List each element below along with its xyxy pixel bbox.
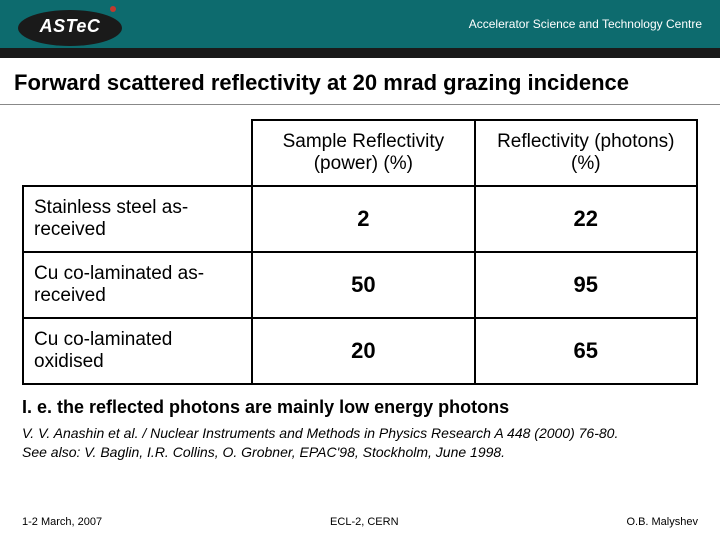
- row-photons: 65: [475, 318, 697, 384]
- reflectivity-table: Sample Reflectivity (power) (%) Reflecti…: [22, 119, 698, 385]
- header-tagline: Accelerator Science and Technology Centr…: [469, 17, 702, 31]
- col-photons: Reflectivity (photons) (%): [475, 120, 697, 186]
- row-power: 20: [252, 318, 474, 384]
- col-power: Sample Reflectivity (power) (%): [252, 120, 474, 186]
- row-photons: 22: [475, 186, 697, 252]
- logo: ASTeC: [18, 4, 122, 52]
- row-power: 50: [252, 252, 474, 318]
- footer: 1-2 March, 2007 ECL-2, CERN O.B. Malyshe…: [0, 516, 720, 528]
- row-power: 2: [252, 186, 474, 252]
- table-row: Stainless steel as-received 2 22: [23, 186, 697, 252]
- row-label: Stainless steel as-received: [23, 186, 252, 252]
- row-label: Cu co-laminated oxidised: [23, 318, 252, 384]
- footer-date: 1-2 March, 2007: [22, 516, 102, 528]
- logo-text: ASTeC: [18, 10, 122, 46]
- row-photons: 95: [475, 252, 697, 318]
- reference-line: V. V. Anashin et al. / Nuclear Instrumen…: [22, 424, 698, 443]
- page-title: Forward scattered reflectivity at 20 mra…: [0, 58, 720, 105]
- table-row: Cu co-laminated as-received 50 95: [23, 252, 697, 318]
- data-table-wrap: Sample Reflectivity (power) (%) Reflecti…: [0, 105, 720, 391]
- col-blank: [23, 120, 252, 186]
- table-row: Cu co-laminated oxidised 20 65: [23, 318, 697, 384]
- table-header-row: Sample Reflectivity (power) (%) Reflecti…: [23, 120, 697, 186]
- row-label: Cu co-laminated as-received: [23, 252, 252, 318]
- footer-author: O.B. Malyshev: [626, 516, 698, 528]
- logo-dot-icon: [110, 6, 116, 12]
- reference-line: See also: V. Baglin, I.R. Collins, O. Gr…: [22, 443, 698, 462]
- summary-note: I. e. the reflected photons are mainly l…: [0, 391, 720, 422]
- footer-venue: ECL-2, CERN: [330, 516, 398, 528]
- references: V. V. Anashin et al. / Nuclear Instrumen…: [0, 422, 720, 462]
